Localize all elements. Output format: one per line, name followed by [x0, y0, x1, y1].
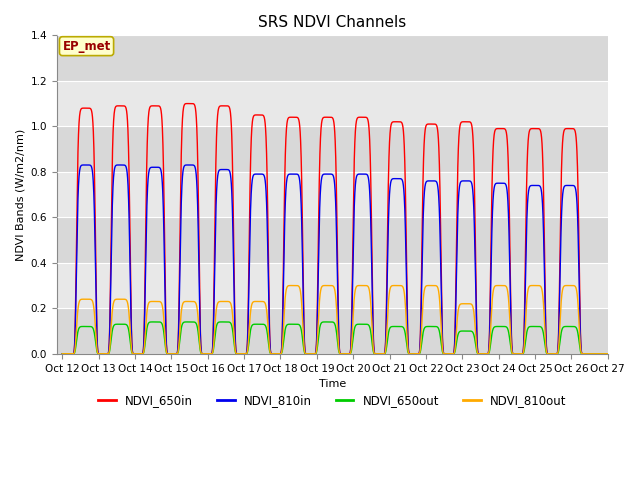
Bar	[57, 217, 608, 263]
Title: SRS NDVI Channels: SRS NDVI Channels	[258, 15, 406, 30]
Bar	[57, 81, 608, 126]
X-axis label: Time: Time	[319, 379, 346, 389]
Bar	[57, 308, 608, 354]
Y-axis label: NDVI Bands (W/m2/nm): NDVI Bands (W/m2/nm)	[15, 129, 25, 261]
Text: EP_met: EP_met	[63, 40, 111, 53]
Legend: NDVI_650in, NDVI_810in, NDVI_650out, NDVI_810out: NDVI_650in, NDVI_810in, NDVI_650out, NDV…	[93, 389, 572, 411]
Bar	[57, 263, 608, 308]
Bar	[57, 126, 608, 172]
Bar	[57, 172, 608, 217]
Bar	[57, 36, 608, 81]
